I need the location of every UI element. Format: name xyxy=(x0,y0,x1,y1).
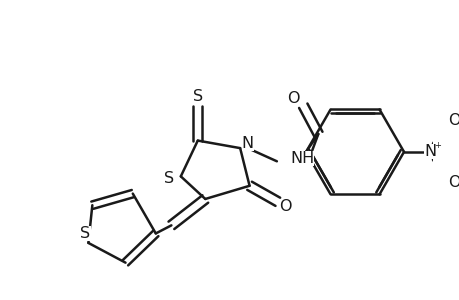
Text: +: + xyxy=(434,141,440,150)
Text: NH: NH xyxy=(290,151,313,166)
Text: O: O xyxy=(279,199,291,214)
Text: O: O xyxy=(287,91,299,106)
Text: S: S xyxy=(192,89,202,104)
Text: S: S xyxy=(164,171,174,186)
Text: O: O xyxy=(447,113,459,128)
Text: S: S xyxy=(80,226,90,241)
Text: N: N xyxy=(423,144,436,159)
Text: O: O xyxy=(447,176,459,190)
Text: −: − xyxy=(457,108,459,118)
Text: N: N xyxy=(241,136,253,151)
